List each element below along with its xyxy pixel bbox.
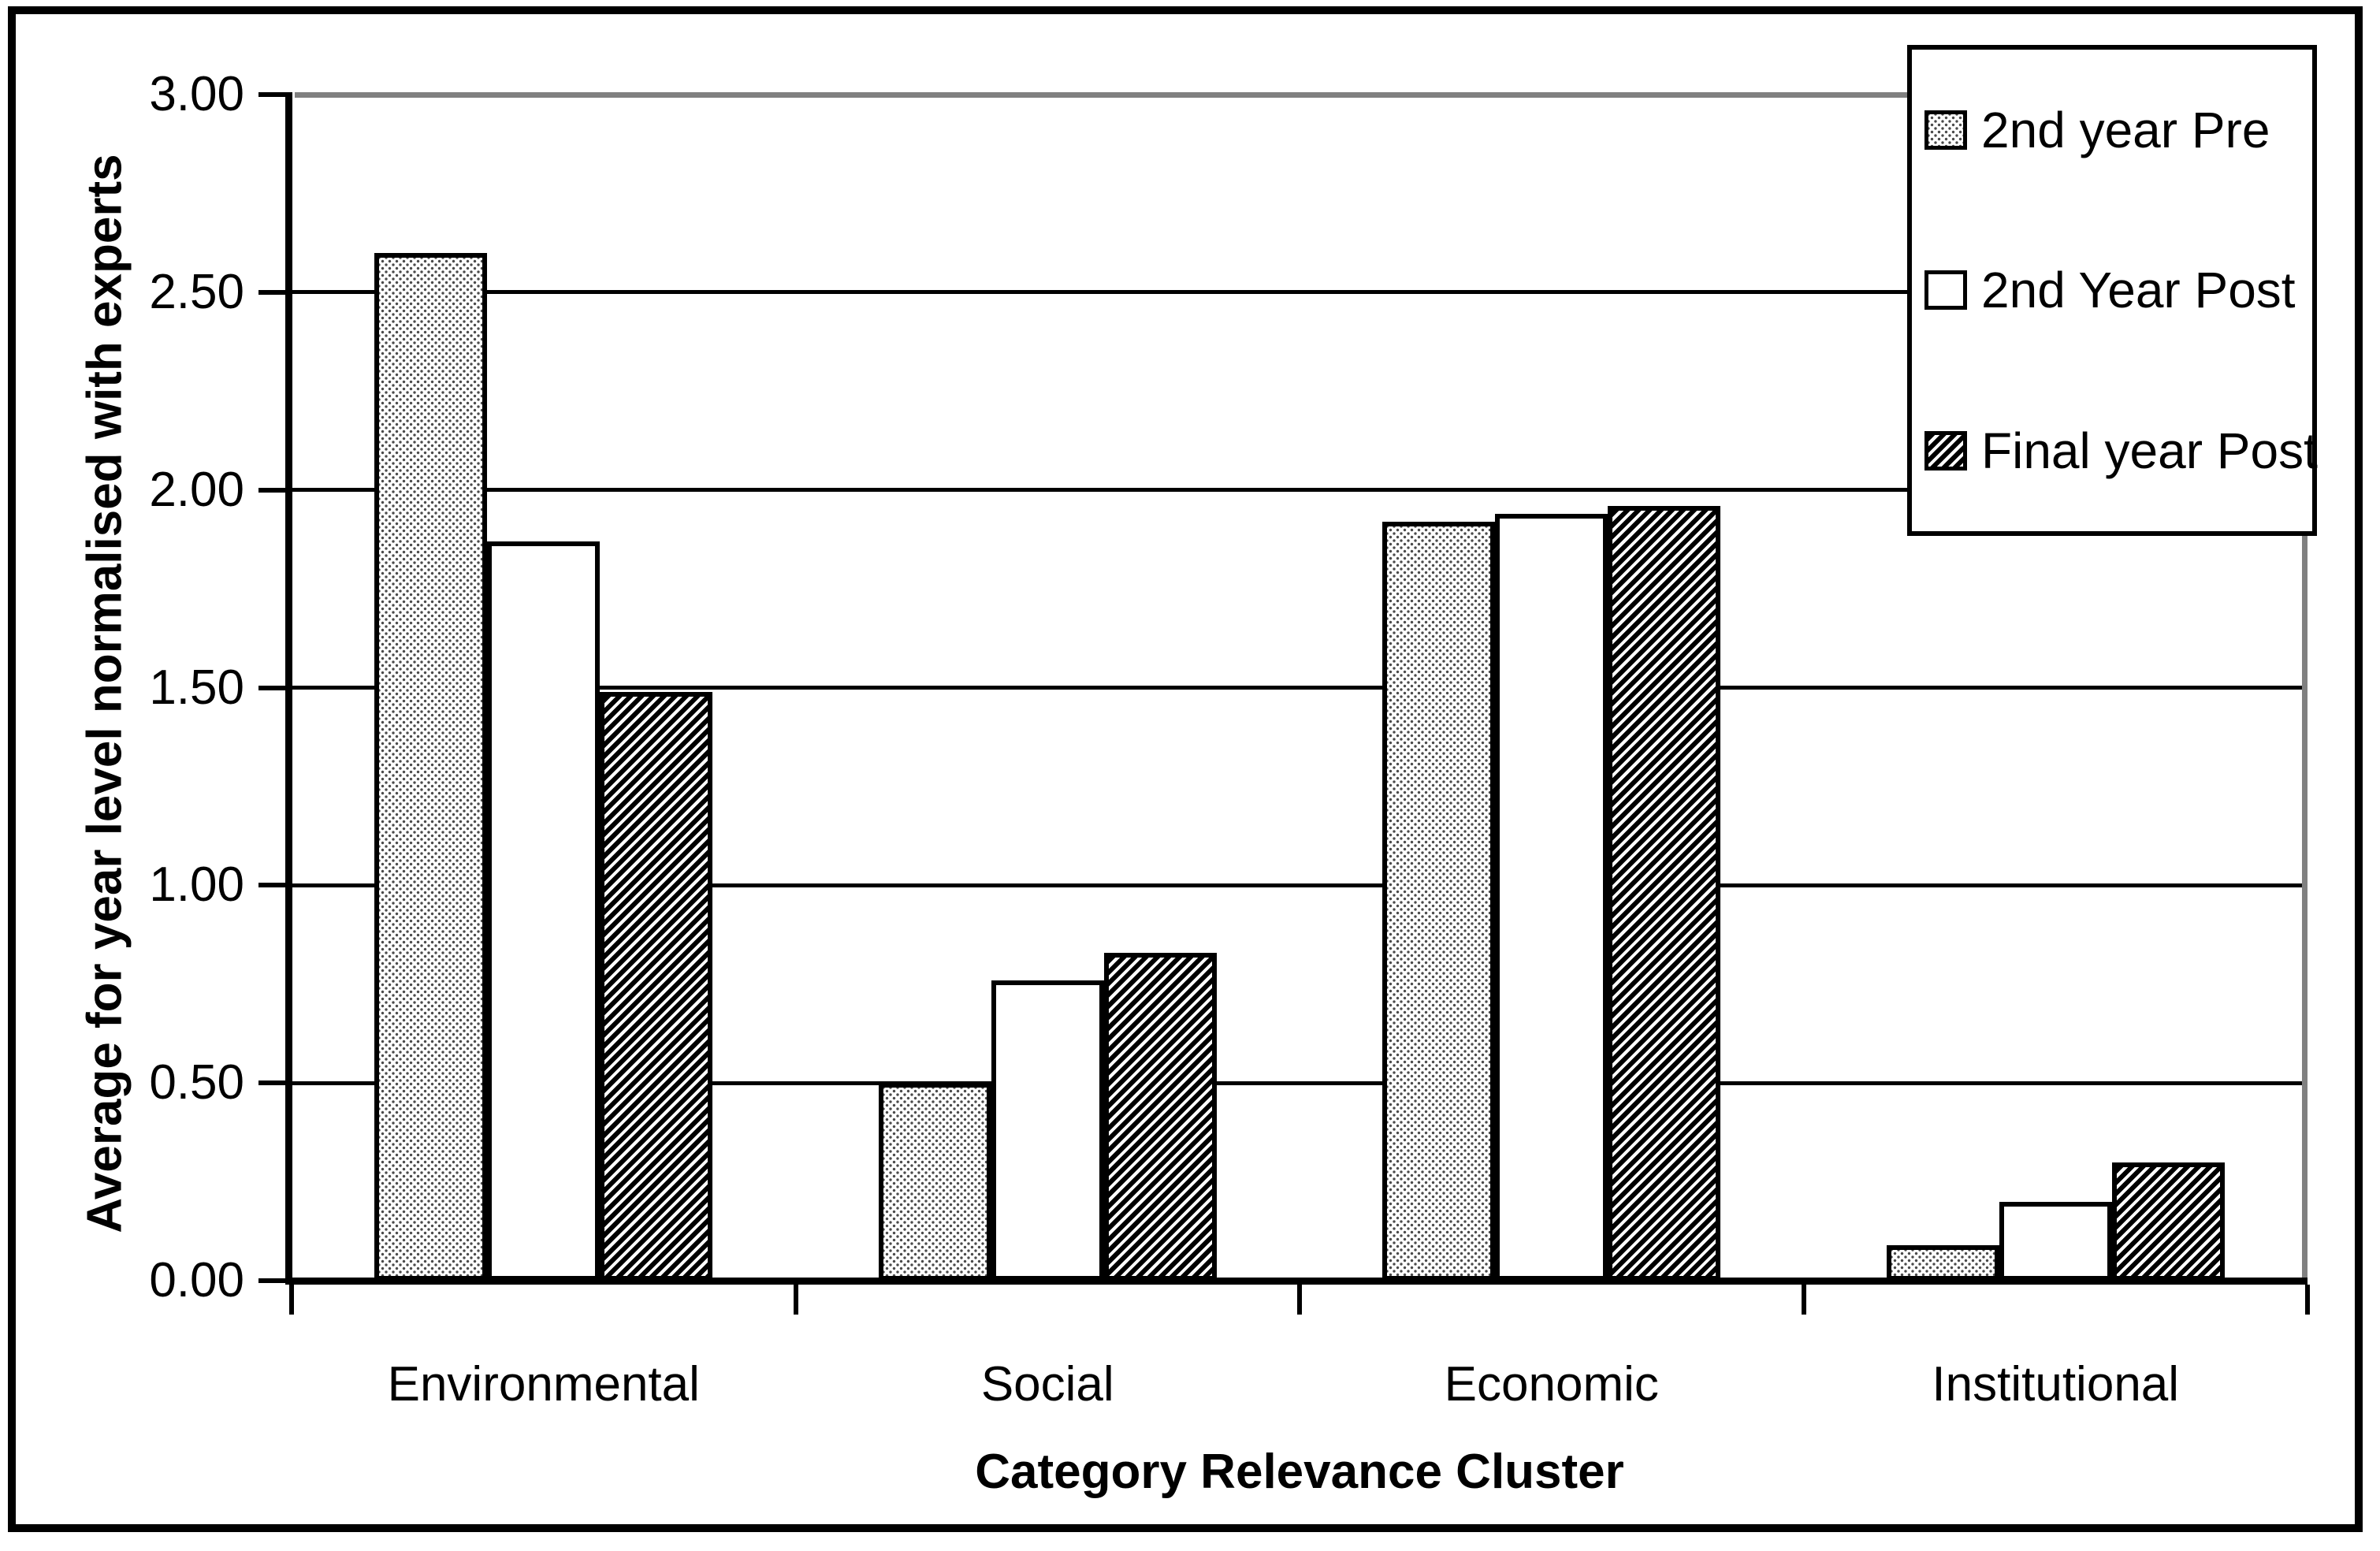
legend-item: 2nd Year Post (1924, 258, 2312, 322)
white-pattern-swatch-icon (1924, 270, 1967, 311)
y-axis-tick (258, 685, 292, 690)
bar (1886, 1244, 1999, 1281)
x-category-label: Institutional (1932, 1357, 2180, 1412)
y-axis-tick (258, 487, 292, 493)
x-category-label: Environmental (387, 1357, 700, 1412)
bar (2111, 1162, 2225, 1281)
gridline (292, 883, 2302, 887)
y-tick-label: 3.00 (149, 67, 244, 121)
y-tick-label: 1.50 (149, 660, 244, 715)
bar (1382, 521, 1496, 1281)
y-tick-label: 1.00 (149, 857, 244, 913)
bar (487, 541, 601, 1281)
x-axis-tick (1801, 1285, 1806, 1315)
legend-item: 2nd year Pre (1924, 99, 2312, 162)
gridline (292, 488, 2302, 493)
bar (374, 252, 488, 1281)
x-category-label: Economic (1444, 1357, 1659, 1412)
bar (600, 691, 713, 1281)
y-axis-tick (258, 883, 292, 888)
x-axis-tick (793, 1285, 798, 1315)
x-axis-tick (289, 1285, 294, 1315)
y-tick-label: 0.00 (149, 1253, 244, 1307)
legend-item: Final year Post (1924, 419, 2318, 482)
y-tick-label: 2.50 (149, 264, 244, 319)
legend-label: 2nd year Pre (1981, 101, 2270, 158)
y-tick-label: 0.50 (149, 1055, 244, 1110)
x-axis-tick (2305, 1285, 2310, 1315)
legend-label: Final year Post (1981, 422, 2318, 480)
legend: 2nd year Pre 2nd Year Post Final year Post (1907, 45, 2318, 536)
gridline (292, 1080, 2302, 1085)
x-axis-tick (1297, 1285, 1302, 1315)
bar (1103, 952, 1217, 1281)
bar (991, 980, 1104, 1281)
y-axis-tick (258, 289, 292, 295)
bar (1495, 513, 1608, 1281)
plot-right-wall-line (2302, 92, 2307, 1285)
bar (1608, 505, 1721, 1281)
x-category-label: Social (980, 1357, 1114, 1412)
x-axis-title: Category Relevance Cluster (975, 1445, 1624, 1499)
legend-label: 2nd Year Post (1981, 262, 2296, 319)
hatch-pattern-swatch-icon (1924, 431, 1967, 471)
y-axis-tick (258, 92, 292, 97)
y-tick-label: 2.00 (149, 462, 244, 517)
gridline (292, 290, 2302, 295)
stipple-pattern-swatch-icon (1924, 110, 1967, 150)
x-axis-line (285, 1278, 2307, 1285)
bar (1999, 1201, 2112, 1281)
y-axis-tick (258, 1080, 292, 1086)
figure-border (8, 6, 2363, 1532)
y-axis-tick (258, 1278, 292, 1283)
bar (878, 1083, 991, 1281)
gridline (292, 686, 2302, 690)
plot-top-wall-line (295, 92, 2304, 98)
